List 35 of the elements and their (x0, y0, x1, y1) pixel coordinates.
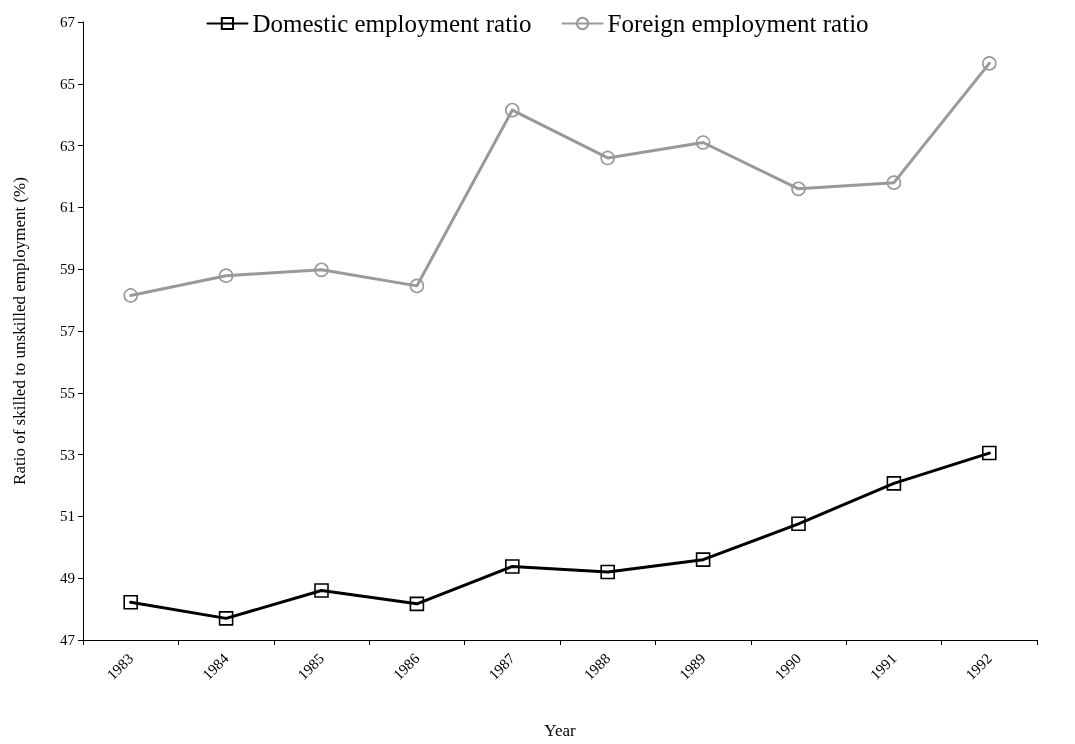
y-tick-label: 67 (60, 14, 76, 30)
x-axis-title: Year (544, 721, 576, 740)
y-tick-label: 61 (60, 199, 75, 216)
legend-label: Foreign employment ratio (607, 10, 869, 37)
y-tick-label: 63 (60, 137, 75, 154)
point (982, 445, 997, 461)
legend-label: Domestic employment ratio (252, 10, 532, 37)
point (791, 181, 806, 197)
point (409, 596, 425, 612)
point (886, 476, 902, 491)
point (123, 595, 138, 610)
point (314, 583, 329, 598)
point (600, 150, 615, 166)
y-tick-label: 65 (60, 75, 75, 92)
y-axis-title: Ratio of skilled to unskilled employment (%) (10, 177, 29, 485)
point (409, 278, 425, 294)
point (600, 564, 615, 580)
point (695, 552, 711, 567)
y-tick-label: 51 (60, 508, 75, 525)
y-tick-label: 59 (60, 261, 75, 278)
point (314, 262, 329, 278)
point (791, 516, 806, 532)
point (123, 288, 138, 303)
y-tick-label: 49 (60, 570, 75, 587)
y-tick-label: 53 (60, 446, 75, 463)
point (886, 175, 902, 190)
point (218, 611, 234, 626)
point (505, 559, 520, 574)
y-tick-label: 47 (60, 632, 76, 648)
point (505, 102, 520, 118)
point (695, 135, 711, 150)
point (982, 56, 997, 71)
point (218, 268, 234, 283)
y-tick-label: 55 (60, 384, 75, 401)
y-tick-label: 57 (60, 323, 76, 339)
